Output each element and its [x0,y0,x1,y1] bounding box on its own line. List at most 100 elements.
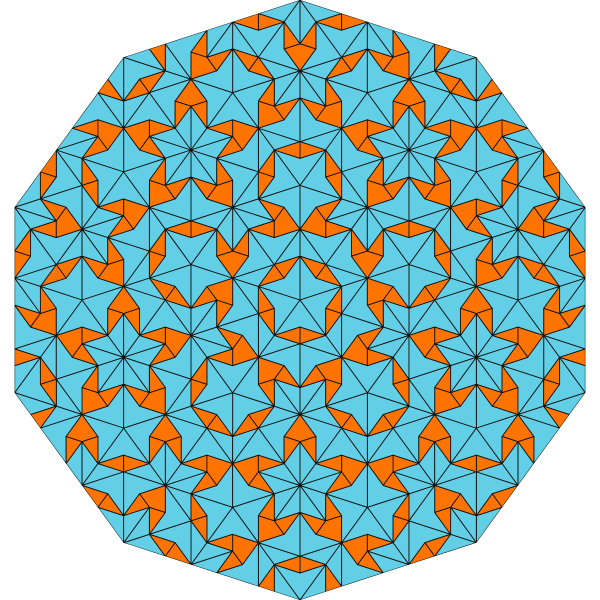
thin-rhombus-tile [257,198,285,222]
thin-rhombus-tile [232,414,259,437]
thin-rhombus-tile [273,255,301,279]
thin-rhombus-tile [257,286,275,314]
thin-rhombus-tile [450,454,477,473]
thin-rhombus-tile [97,198,125,217]
thin-rhombus-tile [501,343,529,367]
thin-rhombus-tile [325,56,352,80]
thin-rhombus-tile [315,198,343,222]
thin-rhombus-tile [450,78,477,102]
thin-rhombus-tile [543,405,570,429]
thin-rhombus-tile [491,136,519,159]
thin-rhombus-tile [273,326,301,345]
thin-rhombus-tile [392,378,410,407]
thin-rhombus-tile [315,264,343,287]
thin-rhombus-tile [475,307,493,336]
thin-rhombus-tile [434,136,461,159]
thin-rhombus-tile [190,405,218,429]
thin-rhombus-tile [81,326,109,345]
thin-rhombus-tile [139,136,166,159]
thin-rhombus-tile [434,43,452,72]
thin-rhombus-tile [148,43,166,72]
thin-rhombus-tile [216,228,234,257]
thin-rhombus-tile [543,149,561,178]
thin-rhombus-tile [257,149,275,178]
thin-rhombus-tile [248,471,275,495]
thin-rhombus-tile [216,136,243,159]
thin-rhombus-tile [408,220,436,238]
thin-rhombus-tile [81,255,109,279]
thin-rhombus-tile [434,250,452,279]
thin-rhombus-tile [325,493,343,522]
thin-rhombus-tile [325,78,343,107]
thin-rhombus-tile [434,365,452,394]
thin-rhombus-tile [107,307,125,336]
thin-rhombus-tile [273,141,301,159]
thin-rhombus-tile [232,13,259,31]
thin-rhombus-tile [543,378,561,407]
thin-rhombus-tile [30,405,57,429]
thin-rhombus-tile [366,533,394,552]
thin-rhombus-tile [55,255,83,279]
thin-rhombus-tile [81,365,99,394]
thin-rhombus-tile [164,220,192,238]
thin-rhombus-tile [459,307,477,336]
thin-rhombus-tile [501,179,519,208]
thin-rhombus-tile [559,348,586,367]
thin-rhombus-tile [123,454,150,473]
thin-rhombus-tile [341,13,368,31]
thin-rhombus-tile [148,119,176,137]
thin-rhombus-tile [382,176,410,200]
thin-rhombus-tile [475,78,503,102]
thin-rhombus-tile [491,255,519,279]
thin-rhombus-tile [148,228,166,257]
thin-rhombus-tile [366,348,394,367]
thin-rhombus-tile [325,471,352,495]
thin-rhombus-tile [39,149,57,178]
thin-rhombus-tile [97,78,125,102]
thin-rhombus-tile [206,119,234,137]
thin-rhombus-tile [216,157,234,186]
thin-rhombus-tile [206,533,234,552]
thin-rhombus-tile [366,414,394,437]
thin-rhombus-tile [491,484,519,508]
thin-rhombus-tile [148,436,166,464]
thin-rhombus-tile [273,555,301,574]
thin-rhombus-tile [206,48,234,72]
thin-rhombus-tile [501,365,519,394]
thin-rhombus-tile [299,512,327,535]
thin-rhombus-tile [123,383,150,407]
thin-rhombus-tile [257,454,285,473]
thin-rhombus-tile [408,100,426,129]
thin-rhombus-tile [164,176,192,200]
thin-rhombus-tile [434,436,452,464]
thin-rhombus-tile [475,198,503,217]
thin-rhombus-tile [190,493,208,522]
thin-rhombus-tile [491,326,519,345]
thin-rhombus-tile [148,157,166,186]
thin-rhombus-tile [190,378,208,407]
thin-rhombus-tile [39,198,67,222]
thin-rhombus-tile [424,277,452,301]
thin-rhombus-tile [450,383,477,407]
thin-rhombus-tile [39,356,57,385]
thin-rhombus-tile [206,348,234,367]
thin-rhombus-tile [81,484,109,508]
thin-rhombus-tile [283,436,301,464]
thin-rhombus-tile [257,493,275,522]
thin-rhombus-tile [325,378,343,407]
thin-rhombus-tile [139,326,166,345]
thin-rhombus-tile [148,365,166,394]
thin-rhombus-tile [315,454,343,473]
thin-rhombus-tile [123,307,141,336]
thin-rhombus-tile [164,542,192,566]
thin-rhombus-tile [257,378,275,407]
thin-rhombus-tile [81,136,109,159]
thin-rhombus-tile [408,176,436,200]
thin-rhombus-tile [273,512,301,535]
thin-rhombus-tile [283,21,301,50]
thin-rhombus-tile [81,436,99,464]
thin-rhombus-tile [14,250,32,279]
thin-rhombus-tile [248,56,275,80]
thin-rhombus-tile [123,493,150,517]
